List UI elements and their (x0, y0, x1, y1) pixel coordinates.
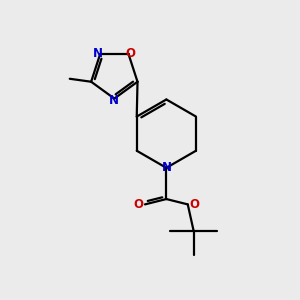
Text: N: N (109, 94, 119, 106)
Text: O: O (134, 199, 143, 212)
Text: N: N (93, 46, 103, 59)
Text: O: O (126, 46, 136, 59)
Text: O: O (189, 199, 199, 212)
Text: N: N (162, 161, 172, 174)
